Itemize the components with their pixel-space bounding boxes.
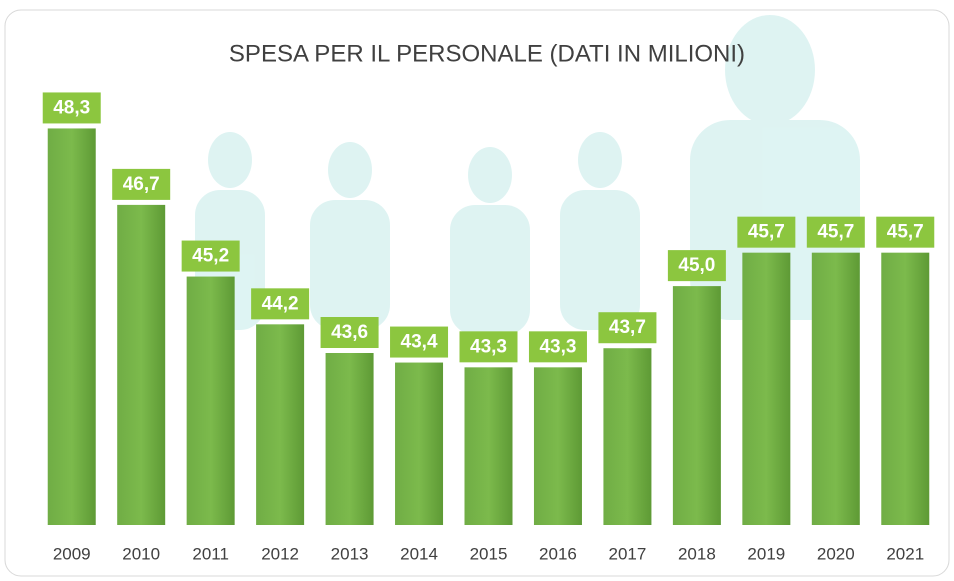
bar (811, 252, 860, 525)
bar (672, 286, 721, 525)
x-tick-label: 2015 (470, 544, 508, 563)
x-tick-label: 2019 (747, 544, 785, 563)
bar (742, 252, 791, 525)
data-label: 45,7 (748, 222, 785, 243)
x-tick-label: 2012 (261, 544, 299, 563)
x-tick-label: 2010 (122, 544, 160, 563)
data-label: 43,3 (539, 336, 576, 357)
x-tick-label: 2021 (886, 544, 924, 563)
data-label-box (876, 216, 935, 248)
data-label-box (251, 288, 310, 320)
bar (47, 128, 96, 525)
data-label-box (181, 240, 240, 272)
x-tick-label: 2011 (192, 544, 229, 563)
data-label: 45,0 (678, 255, 715, 276)
bar (325, 353, 374, 525)
x-tick-label: 2016 (539, 544, 577, 563)
x-tick-label: 2020 (817, 544, 855, 563)
bar (256, 324, 305, 525)
data-label: 43,7 (609, 317, 646, 338)
data-label: 43,4 (401, 332, 438, 353)
data-label-box (42, 92, 101, 124)
data-label-box (528, 331, 587, 363)
data-label: 43,3 (470, 336, 507, 357)
data-label-box (320, 317, 379, 348)
bar (603, 348, 652, 525)
data-label-box (459, 331, 518, 363)
bar (395, 362, 444, 525)
x-tick-label: 2017 (609, 544, 647, 563)
x-tick-label: 2018 (678, 544, 716, 563)
data-label: 43,6 (331, 322, 368, 343)
x-tick-label: 2013 (331, 544, 369, 563)
data-label: 48,3 (53, 97, 90, 118)
bar (117, 204, 166, 525)
bar (464, 367, 513, 525)
bar (881, 252, 930, 525)
data-label-box (598, 312, 657, 344)
data-label: 45,2 (192, 246, 229, 267)
data-label: 45,7 (817, 222, 854, 243)
bar (186, 276, 235, 525)
data-label-box (667, 250, 726, 282)
bar (533, 367, 582, 525)
data-label: 44,2 (262, 293, 299, 314)
data-label-box (737, 216, 796, 248)
data-label-box (390, 326, 449, 358)
data-label: 46,7 (123, 174, 160, 195)
chart-title: SPESA PER IL PERSONALE (DATI IN MILIONI) (229, 40, 745, 67)
x-tick-label: 2009 (53, 544, 91, 563)
data-label-box (806, 216, 865, 248)
data-label: 45,7 (887, 222, 924, 243)
x-tick-label: 2014 (400, 544, 438, 563)
data-label-box (112, 168, 171, 200)
